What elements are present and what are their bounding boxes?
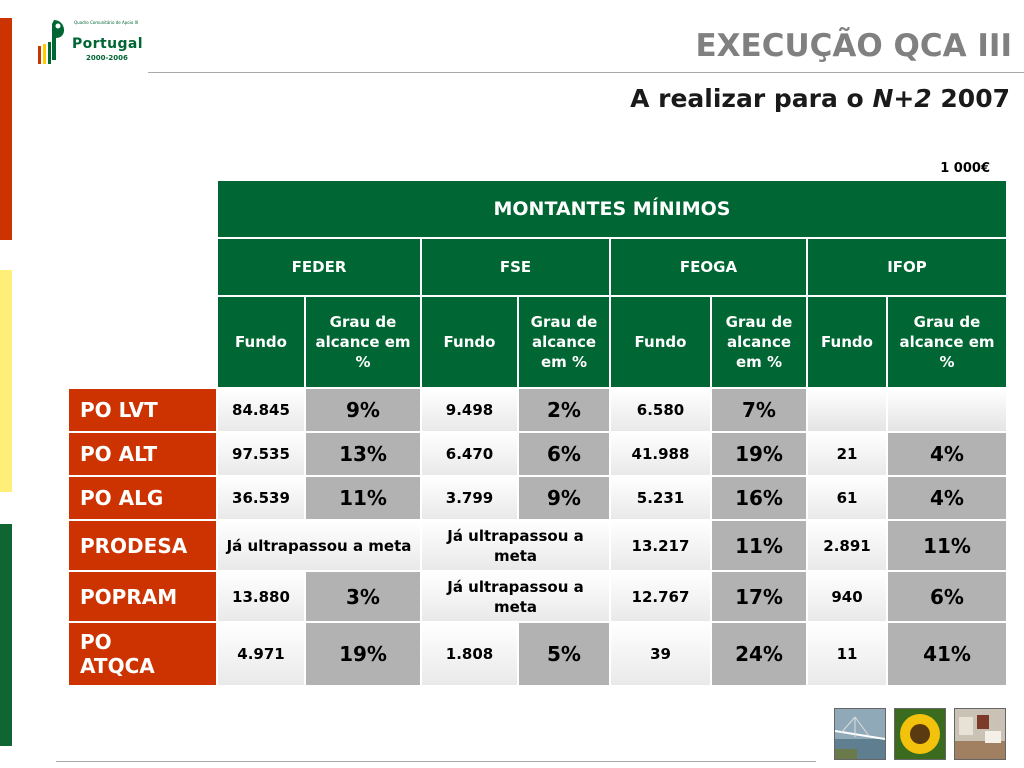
table-cell: 19% [711, 432, 807, 476]
qca-portugal-logo: Quadro Comunitário de Apoio III Portugal… [36, 16, 148, 72]
row-label-prodesa: PRODESA [68, 520, 217, 571]
table-cell: 11% [887, 520, 1007, 571]
table-cell: 12.767 [610, 571, 711, 622]
row-label-po-alg: PO ALG [68, 476, 217, 520]
table-cell: 24% [711, 622, 807, 686]
table-cell: 6% [518, 432, 610, 476]
logo-word: Portugal [72, 36, 143, 52]
subtitle-pre: A realizar para o [630, 84, 873, 113]
table-cell: 6.470 [421, 432, 518, 476]
table-cell: 5% [518, 622, 610, 686]
feder-fundo-header: Fundo [217, 296, 305, 388]
fund-header-feoga: FEOGA [610, 238, 807, 296]
factory-photo [954, 708, 1006, 760]
table-cell-merged: Já ultrapassou a meta [421, 520, 610, 571]
table-cell: 9% [518, 476, 610, 520]
feoga-grau-header: Grau de alcance em % [711, 296, 807, 388]
sunflower-photo [894, 708, 946, 760]
table-cell: 4.971 [217, 622, 305, 686]
logo-mark-icon [38, 20, 65, 64]
footer-divider [56, 761, 816, 762]
table-cell: 84.845 [217, 388, 305, 432]
feder-grau-header: Grau de alcance em % [305, 296, 421, 388]
table-cell-empty [887, 388, 1007, 432]
unit-label: 1 000€ [940, 161, 990, 176]
table-cell: 17% [711, 571, 807, 622]
table-cell: 11% [305, 476, 421, 520]
fund-header-feder: FEDER [217, 238, 421, 296]
bridge-photo-image [834, 709, 886, 759]
table-cell: 6% [887, 571, 1007, 622]
table-cell: 1.808 [421, 622, 518, 686]
subtitle-post: 2007 [931, 84, 1010, 113]
table-cell: 4% [887, 476, 1007, 520]
page-subtitle: A realizar para o N+2 2007 [630, 84, 1010, 113]
table-cell: 7% [711, 388, 807, 432]
title-divider [148, 72, 1024, 73]
table-cell: 5.231 [610, 476, 711, 520]
side-bar-red [0, 18, 12, 240]
logo-small-text: Quadro Comunitário de Apoio III [74, 20, 139, 25]
row-label-popram: POPRAM [68, 571, 217, 622]
table-cell: 13.217 [610, 520, 711, 571]
bridge-photo [834, 708, 886, 760]
logo-years: 2000-2006 [86, 54, 128, 62]
table-cell: 11 [807, 622, 887, 686]
table-cell: 3.799 [421, 476, 518, 520]
table-cell: 11% [711, 520, 807, 571]
table-cell: 940 [807, 571, 887, 622]
row-label-po-atqca: PO ATQCA [68, 622, 217, 686]
table-cell: 19% [305, 622, 421, 686]
table-cell-empty [807, 388, 887, 432]
page-title: EXECUÇÃO QCA III [695, 28, 1012, 64]
table-cell: 2% [518, 388, 610, 432]
table-cell: 9.498 [421, 388, 518, 432]
row-label-po-lvt: PO LVT [68, 388, 217, 432]
table-cell: 13% [305, 432, 421, 476]
fund-header-fse: FSE [421, 238, 610, 296]
table-cell: 4% [887, 432, 1007, 476]
table-cell: 13.880 [217, 571, 305, 622]
table-cell: 41.988 [610, 432, 711, 476]
table-cell-merged: Já ultrapassou a meta [421, 571, 610, 622]
ifop-grau-header: Grau de alcance em % [887, 296, 1007, 388]
fse-fundo-header: Fundo [421, 296, 518, 388]
table-cell: 41% [887, 622, 1007, 686]
table-cell: 36.539 [217, 476, 305, 520]
feoga-fundo-header: Fundo [610, 296, 711, 388]
table-cell: 16% [711, 476, 807, 520]
row-label-po-alt: PO ALT [68, 432, 217, 476]
side-bar-yellow [0, 270, 12, 492]
table-cell: 9% [305, 388, 421, 432]
table-cell: 21 [807, 432, 887, 476]
table-title: MONTANTES MÍNIMOS [217, 180, 1007, 238]
table-cell: 39 [610, 622, 711, 686]
fund-header-ifop: IFOP [807, 238, 1007, 296]
table-cell: 6.580 [610, 388, 711, 432]
table-cell: 3% [305, 571, 421, 622]
table-cell: 2.891 [807, 520, 887, 571]
table-cell: 61 [807, 476, 887, 520]
table-cell-merged: Já ultrapassou a meta [217, 520, 421, 571]
ifop-fundo-header: Fundo [807, 296, 887, 388]
table-cell: 97.535 [217, 432, 305, 476]
factory-photo-image [955, 709, 1005, 759]
side-bar-green [0, 524, 12, 746]
sunflower-photo-image [895, 709, 945, 759]
fse-grau-header: Grau de alcance em % [518, 296, 610, 388]
subtitle-italic: N+2 [872, 84, 932, 113]
